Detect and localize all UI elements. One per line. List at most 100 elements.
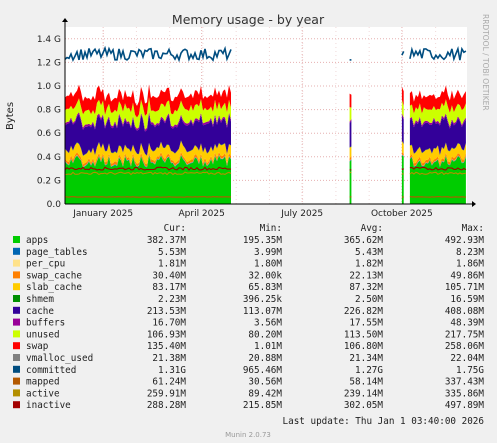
legend-swatch [13, 401, 20, 409]
area-unused [409, 99, 466, 127]
legend-avg: 17.55M [349, 318, 383, 329]
overlay-lines [64, 45, 467, 198]
legend-label: per_cpu [26, 259, 65, 270]
legend-row-page_tables: page_tables 5.53M 3.99M 5.43M 8.23M [13, 247, 484, 258]
y-tick-label: 1.2 G [37, 58, 61, 68]
legend-row-committed: committed 1.31G 965.46M 1.27G 1.75G [13, 365, 484, 376]
legend-swatch [13, 377, 20, 385]
y-axis-label: Bytes [5, 102, 16, 130]
legend-swatch [13, 247, 20, 255]
x-tick-label: October 2025 [371, 209, 433, 219]
last-update: Last update: Thu Jan 1 03:40:00 2026 [283, 416, 485, 427]
line-mapped [64, 196, 231, 198]
legend-swatch [13, 318, 20, 326]
line-inactive [409, 166, 467, 171]
legend-max: 1.75G [456, 365, 484, 376]
legend-row-per_cpu: per_cpu 1.81M 1.80M 1.82M 1.86M [13, 259, 484, 270]
legend-swatch [13, 330, 20, 338]
legend-swatch [13, 283, 20, 291]
area-apps [401, 155, 404, 204]
legend-label: buffers [26, 318, 65, 329]
y-axis-arrow [62, 18, 68, 22]
y-tick-label: 0.2 G [37, 176, 61, 186]
legend-label: swap_cache [26, 270, 82, 281]
legend-min: 89.42M [248, 388, 282, 399]
legend-label: active [26, 388, 60, 399]
line-committed [401, 51, 405, 56]
legend-row-buffers: buffers 16.70M 3.56M 17.55M 48.39M [13, 318, 484, 329]
legend-min: 30.56M [248, 377, 282, 388]
area-slab_cache [409, 142, 466, 164]
area-shmem [349, 146, 352, 148]
legend-max: 335.86M [445, 388, 485, 399]
legend-row-slab_cache: slab_cache 83.17M 65.83M 87.32M 105.71M [13, 282, 484, 293]
legend-headers: Cur: Min: Avg: Max: [164, 223, 484, 234]
legend-row-cache: cache 213.53M 113.07M 226.82M 408.08M [13, 306, 484, 317]
legend-cur: 1.31G [158, 365, 186, 376]
line-committed [64, 45, 232, 63]
legend-cur: 16.70M [152, 318, 186, 329]
legend-max: 337.43M [445, 377, 485, 388]
legend-row-shmem: shmem 2.23M 396.25k 2.50M 16.59M [13, 294, 484, 305]
legend-min: 113.07M [243, 306, 283, 317]
header-avg: Avg: [361, 223, 383, 234]
area-swap [349, 93, 352, 108]
legend-cur: 382.37M [147, 235, 187, 246]
area-unused [65, 97, 231, 130]
legend-swatch [13, 354, 20, 361]
legend-min: 215.85M [243, 400, 283, 411]
area-cache [65, 113, 231, 156]
legend-cur: 30.40M [152, 270, 186, 281]
area-page_tables [409, 155, 466, 168]
area-buffers [409, 113, 466, 129]
legend-min: 80.20M [248, 329, 282, 340]
legend-label: unused [26, 329, 60, 340]
area-slab_cache [401, 140, 404, 154]
side-label: RRDTOOL / TOBI OETIKER [481, 14, 490, 111]
area-buffers [349, 119, 352, 124]
area-per_cpu [349, 159, 352, 162]
area-swap [401, 86, 404, 106]
legend-label: vmalloc_used [26, 353, 93, 364]
legend-swatch [13, 271, 20, 279]
legend-min: 32.00k [248, 270, 282, 281]
area-swap_cache [349, 156, 352, 161]
legend-label: committed [26, 365, 76, 376]
legend-label: mapped [26, 377, 60, 388]
legend-cur: 61.24M [152, 377, 186, 388]
legend-avg: 87.32M [349, 282, 383, 293]
area-swap_cache [65, 152, 231, 167]
x-tick-label: April 2025 [179, 209, 225, 219]
area-cache [401, 115, 404, 144]
area-swap_cache [401, 152, 404, 156]
legend-cur: 5.53M [158, 247, 186, 258]
area-swap_cache [409, 152, 466, 167]
legend-avg: 302.05M [344, 400, 384, 411]
y-axis-ticks: 0.0 0.2 G 0.4 G 0.6 G 0.8 G 1.0 G 1.2 G 1.4 G [37, 35, 61, 210]
munin-version: Munin 2.0.73 [225, 431, 271, 439]
legend-label: page_tables [26, 247, 88, 258]
area-shmem [401, 140, 404, 145]
area-slab_cache [65, 140, 231, 165]
legend-max: 258.06M [445, 341, 485, 352]
legend-min: 965.46M [243, 365, 283, 376]
line-committed [409, 46, 467, 62]
legend-swatch [13, 389, 20, 397]
legend-cur: 2.23M [158, 294, 186, 305]
legend-max: 492.93M [445, 235, 485, 246]
legend-max: 48.39M [450, 318, 484, 329]
line-active [64, 171, 232, 176]
legend-label: slab_cache [26, 282, 82, 293]
header-min: Min: [260, 223, 282, 234]
legend-label: cache [26, 306, 54, 317]
chart-title: Memory usage - by year [172, 12, 325, 27]
area-buffers [65, 111, 231, 132]
legend-row-inactive: inactive 288.28M 215.85M 302.05M 497.89M [13, 400, 484, 411]
legend-cur: 83.17M [152, 282, 186, 293]
legend-avg: 22.13M [349, 270, 383, 281]
x-tick-label: January 2025 [72, 209, 133, 219]
legend-row-vmalloc_used: vmalloc_used 21.38M 20.88M 21.34M 22.04M [13, 353, 484, 364]
area-apps [349, 159, 352, 204]
legend: apps 382.37M 195.35M 365.62M 492.93Mpage_tab… [13, 235, 484, 411]
